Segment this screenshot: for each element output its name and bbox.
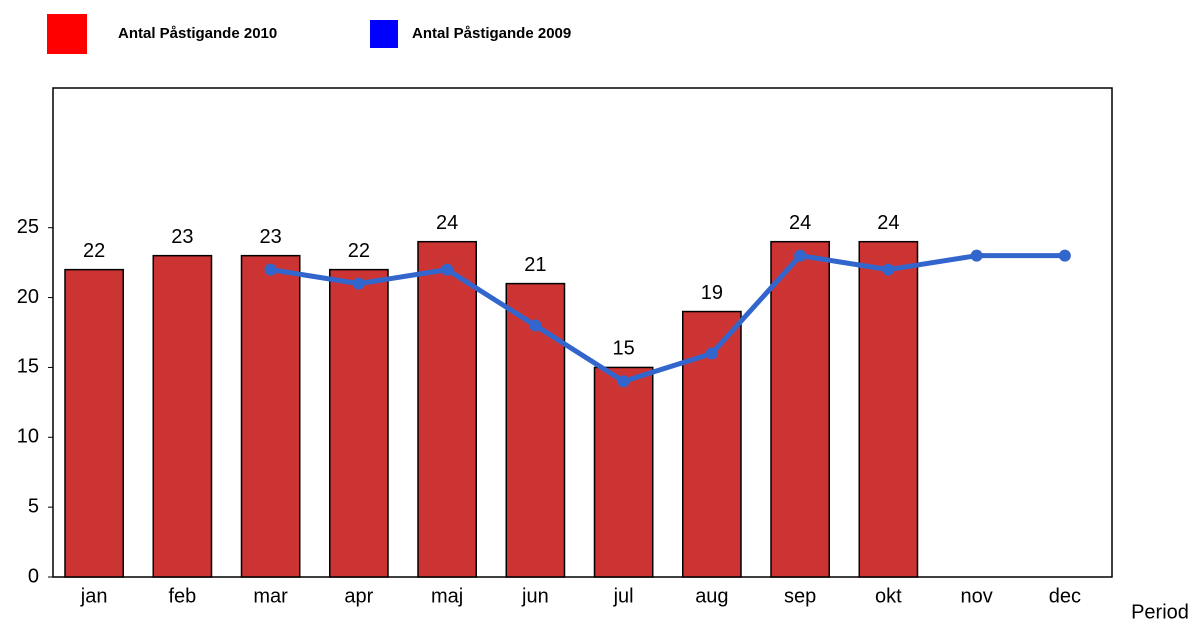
legend-label: Antal Påstigande 2010 — [118, 25, 277, 42]
data-label: 24 — [436, 212, 458, 234]
x-tick-label: apr — [344, 585, 373, 607]
x-tick-label: dec — [1049, 585, 1081, 607]
plot-area — [52, 87, 1113, 578]
line-marker — [882, 263, 895, 276]
x-tick-label: mar — [253, 585, 288, 607]
line — [270, 253, 1065, 384]
data-label: 23 — [171, 226, 193, 248]
bar — [593, 366, 654, 578]
data-label: 24 — [789, 212, 811, 234]
x-tick-label: nov — [961, 585, 993, 607]
legend-swatch — [370, 20, 398, 48]
data-label: 24 — [877, 212, 899, 234]
y-tick-label: 10 — [17, 426, 39, 448]
x-tick-label: jan — [80, 585, 108, 607]
line-marker — [617, 375, 630, 388]
bar — [64, 268, 124, 578]
data-label: 22 — [83, 240, 105, 262]
x-tick-label: maj — [431, 585, 463, 607]
bar — [417, 240, 477, 578]
line-marker — [264, 263, 277, 276]
y-tick-label: 15 — [17, 356, 39, 378]
line-marker — [529, 319, 542, 332]
data-label: 21 — [524, 254, 546, 276]
data-label: 22 — [348, 240, 370, 262]
legend-label: Antal Påstigande 2009 — [412, 25, 571, 42]
y-tick-label: 25 — [17, 216, 39, 238]
bar — [858, 240, 919, 578]
x-tick-label: feb — [168, 585, 196, 607]
bar — [770, 240, 830, 578]
line-marker — [352, 277, 365, 290]
bar — [329, 268, 389, 578]
legend-swatch — [47, 14, 87, 54]
x-tick-label: okt — [875, 585, 902, 607]
bar — [240, 254, 301, 578]
data-label: 23 — [260, 226, 282, 248]
line-marker — [970, 249, 983, 262]
x-tick-label: aug — [695, 585, 728, 607]
x-tick-label: sep — [784, 585, 816, 607]
line-marker — [1058, 249, 1071, 262]
bar — [505, 282, 566, 578]
data-label: 15 — [613, 338, 635, 360]
x-tick-label: jun — [521, 585, 549, 607]
bar — [152, 254, 213, 578]
data-label: 19 — [701, 282, 723, 304]
line-marker — [705, 347, 718, 360]
x-axis-label: Period — [1131, 601, 1189, 623]
line-marker — [441, 263, 454, 276]
x-tick-label: jul — [613, 585, 634, 607]
line-marker — [794, 249, 807, 262]
y-tick-label: 5 — [28, 495, 39, 517]
y-tick-label: 0 — [28, 565, 39, 587]
y-tick-label: 20 — [17, 286, 39, 308]
